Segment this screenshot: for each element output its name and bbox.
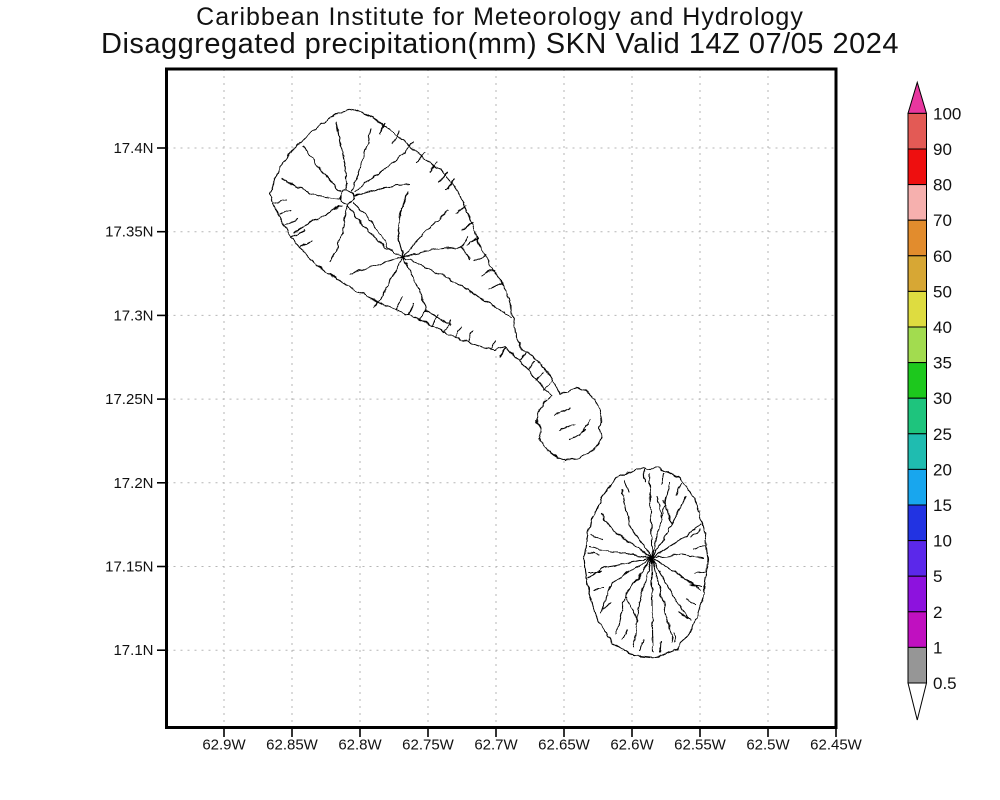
nevis-coastline	[583, 467, 709, 659]
lon-tick-label: 62.5W	[746, 737, 790, 754]
colorbar-segment	[907, 255, 927, 292]
map-frame	[165, 67, 838, 729]
lon-tick-label: 62.55W	[674, 737, 727, 754]
colorbar-tick-label: 50	[933, 282, 952, 301]
lon-tick-label: 62.6W	[610, 737, 654, 754]
colorbar-tick-label: 70	[933, 211, 952, 230]
colorbar-tick-label: 0.5	[933, 674, 957, 693]
lon-tick-label: 62.45W	[810, 737, 863, 754]
colorbar-tick-label: 100	[933, 104, 961, 123]
colorbar-under-arrow	[907, 682, 928, 721]
lat-tick-label: 17.4N	[113, 140, 153, 157]
lat-tick-label: 17.15N	[105, 559, 153, 576]
colorbar-tick-label: 1	[933, 638, 942, 657]
lon-tick-label: 62.9W	[202, 737, 246, 754]
colorbar-tick-label: 80	[933, 176, 952, 195]
plot-frame	[157, 67, 838, 737]
lon-tick-label: 62.75W	[402, 737, 455, 754]
colorbar-segment	[907, 504, 927, 542]
colorbar-tick-label: 40	[933, 318, 952, 337]
colorbar-tick-label: 5	[933, 567, 942, 586]
crater-ring	[339, 189, 355, 205]
colorbar-segment	[907, 468, 927, 506]
colorbar-over-arrow	[907, 80, 928, 114]
colorbar: 100 90 80 70 60 50 40 35 30 25 20 15 10 5 2 1 0.5	[907, 80, 961, 721]
page-title: Caribbean Institute for Meteorology and …	[196, 3, 804, 31]
colorbar-tick-label: 35	[933, 354, 952, 373]
colorbar-segment	[907, 646, 927, 684]
gridlines	[166, 69, 836, 728]
nevis-drainage-lines	[587, 469, 707, 653]
colorbar-tick-label: 10	[933, 532, 952, 551]
lon-tick-label: 62.65W	[538, 737, 591, 754]
colorbar-segment	[907, 397, 927, 435]
colorbar-segment	[907, 362, 927, 399]
lat-tick-label: 17.3N	[113, 307, 153, 324]
lat-tick-label: 17.1N	[113, 642, 153, 659]
colorbar-segment	[907, 326, 927, 364]
colorbar-segment	[907, 290, 927, 328]
colorbar-segment	[907, 219, 927, 257]
colorbar-tick-label: 20	[933, 460, 952, 479]
islands-group	[269, 108, 709, 659]
colorbar-tick-label: 25	[933, 425, 952, 444]
colorbar-segment	[907, 540, 927, 577]
colorbar-segment	[907, 433, 927, 470]
lat-tick-label: 17.35N	[105, 224, 153, 241]
lon-tick-label: 62.7W	[474, 737, 518, 754]
colorbar-tick-label: 60	[933, 247, 952, 266]
colorbar-tick-label: 30	[933, 389, 952, 408]
colorbar-segment	[907, 184, 927, 221]
lon-tick-label: 62.85W	[266, 737, 319, 754]
axis-labels: 62.9W 62.85W 62.8W 62.75W 62.7W 62.65W 62.6W 62…	[105, 140, 863, 754]
lat-tick-label: 17.2N	[113, 475, 153, 492]
colorbar-segment	[907, 575, 927, 613]
page-subtitle: Disaggregated precipitation(mm) SKN Vali…	[101, 28, 899, 60]
colorbar-segment	[907, 148, 927, 186]
colorbar-tick-label: 15	[933, 496, 952, 515]
st-kitts-drainage-lines	[273, 121, 591, 441]
colorbar-segment	[907, 611, 927, 648]
colorbar-tick-label: 2	[933, 603, 942, 622]
lon-tick-label: 62.8W	[338, 737, 382, 754]
colorbar-tick-label: 90	[933, 140, 952, 159]
colorbar-segment	[907, 112, 927, 150]
lat-tick-label: 17.25N	[105, 391, 153, 408]
st-kitts-coastline	[269, 108, 603, 461]
